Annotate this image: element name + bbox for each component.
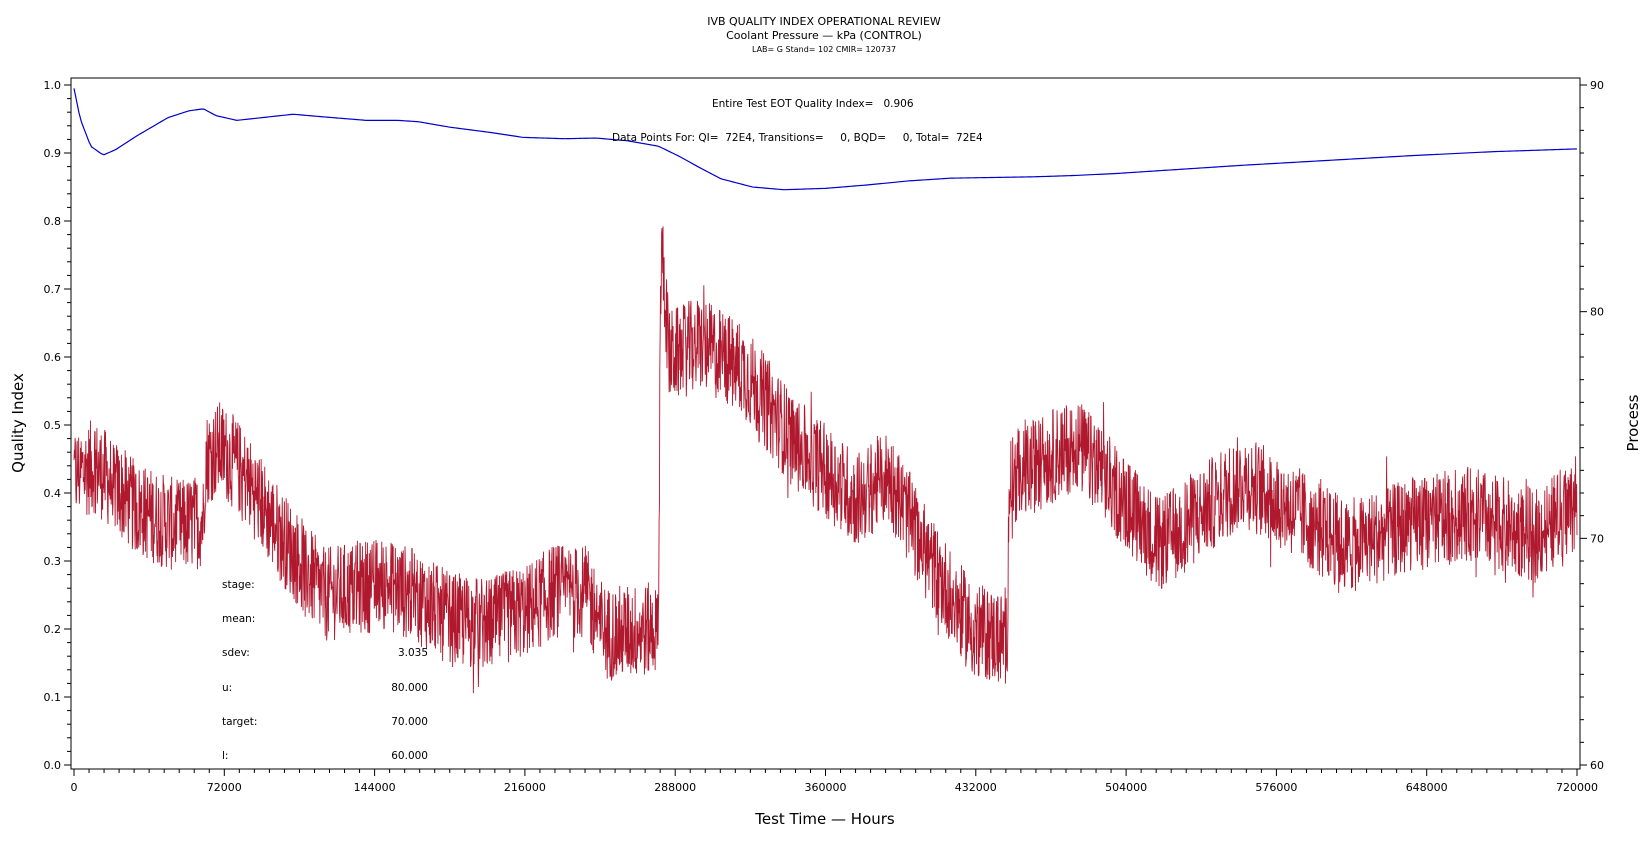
x-tick-label: 504000	[1105, 781, 1147, 794]
y-tick-label: 0.8	[44, 215, 62, 228]
data-points-text: Data Points For: QI= 72E4, Transitions= …	[612, 132, 983, 144]
y-axis-left: 0.0 0.1 0.2 0.3 0.4 0.5 0.6 0.7 0.8 0.9 1.0	[44, 79, 71, 772]
series-layer	[73, 88, 1578, 694]
stat-label: l:	[222, 750, 228, 762]
y-axis-label: Quality Index	[9, 373, 27, 473]
x-tick-label: 0	[71, 781, 78, 794]
process-series-line	[73, 226, 1578, 694]
y-tick-label: 1.0	[44, 79, 62, 92]
x-tick-label: 144000	[354, 781, 396, 794]
eot-quality-index-text: Entire Test EOT Quality Index= 0.906	[712, 98, 914, 110]
quality-index-series-line	[73, 88, 1578, 191]
stat-value: 80.000	[391, 682, 428, 694]
x-tick-label: 648000	[1406, 781, 1448, 794]
plot-frame	[70, 77, 1581, 770]
x-tick-label: 576000	[1255, 781, 1297, 794]
chart-subtitle: Coolant Pressure — kPa (CONTROL)	[726, 29, 922, 42]
y-tick-label: 0.7	[44, 283, 62, 296]
y2-tick-label: 60	[1590, 759, 1604, 772]
chart-title: IVB QUALITY INDEX OPERATIONAL REVIEW	[707, 15, 941, 28]
y-tick-label: 0.5	[44, 419, 62, 432]
stat-value: 70.000	[391, 716, 428, 728]
y-tick-label: 0.9	[44, 147, 62, 160]
y-tick-label: 0.4	[44, 487, 62, 500]
stat-label: target:	[222, 716, 257, 728]
y-tick-label: 0.2	[44, 623, 62, 636]
x-tick-label: 360000	[805, 781, 847, 794]
stat-label: sdev:	[222, 647, 250, 659]
y-tick-label: 0.0	[44, 759, 62, 772]
stat-label: stage:	[222, 579, 255, 591]
y2-axis-label: Process	[1624, 394, 1642, 451]
stat-value: 3.035	[398, 647, 428, 659]
x-tick-label: 216000	[504, 781, 546, 794]
x-tick-label: 432000	[955, 781, 997, 794]
x-axis: 0 72000 144000 216000 288000 360000 432000 5040…	[71, 769, 1598, 794]
stats-block: stage: mean: sdev: 3.035 u: 80.000 target: 70.0…	[222, 579, 428, 762]
y2-tick-label: 70	[1590, 532, 1604, 545]
chart-subtitle-2: LAB= G Stand= 102 CMIR= 120737	[752, 45, 896, 54]
x-tick-label: 288000	[654, 781, 696, 794]
y-axis-right: 60 70 80 90	[1580, 79, 1604, 772]
stat-label: u:	[222, 682, 232, 694]
stat-value: 60.000	[391, 750, 428, 762]
x-tick-label: 720000	[1556, 781, 1598, 794]
x-tick-label: 72000	[207, 781, 242, 794]
y2-tick-label: 90	[1590, 79, 1604, 92]
stat-label: mean:	[222, 613, 255, 625]
y-tick-label: 0.6	[44, 351, 62, 364]
y-tick-label: 0.1	[44, 691, 62, 704]
y2-tick-label: 80	[1590, 306, 1604, 319]
y-tick-label: 0.3	[44, 555, 62, 568]
x-axis-label: Test Time — Hours	[754, 810, 895, 828]
